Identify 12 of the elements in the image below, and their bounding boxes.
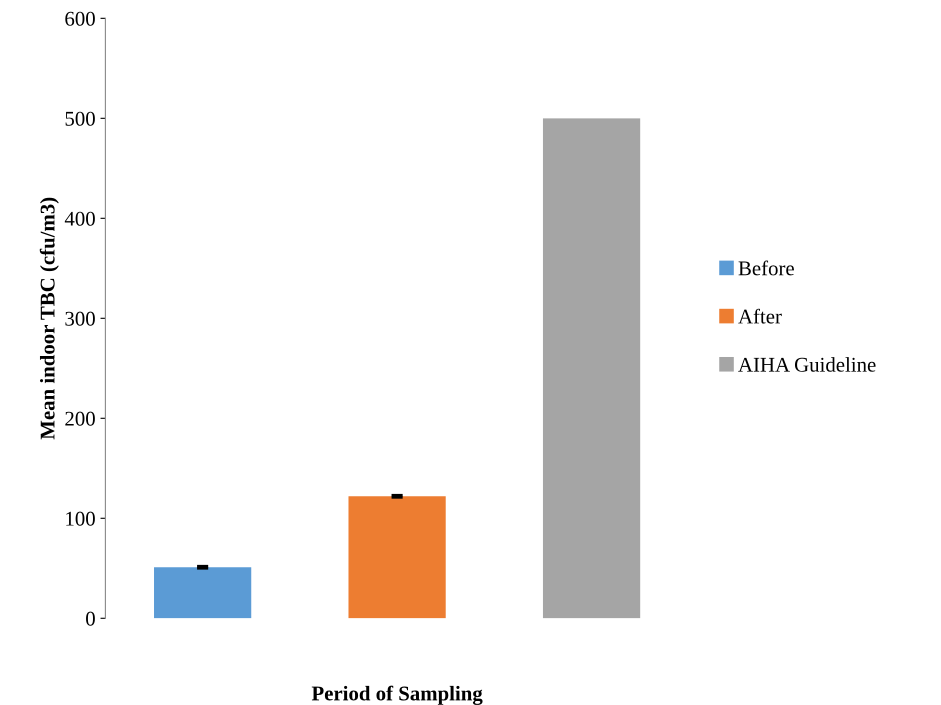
y-tick-label: 200 [65, 412, 95, 426]
legend-label: Before [738, 260, 794, 276]
y-tick-label: 300 [65, 312, 95, 326]
y-tick-label: 0 [86, 612, 95, 626]
y-axis-title: Mean indoor TBC (cfu/m3) [40, 198, 59, 440]
legend-label: AIHA Guideline [738, 357, 876, 372]
y-tick-label: 500 [66, 112, 95, 126]
y-tick-label: 100 [66, 512, 95, 526]
legend-label: After [738, 308, 782, 324]
y-tick-label: 400 [64, 212, 95, 226]
y-tick-label: 600 [65, 12, 95, 26]
x-axis-title: Period of Sampling [312, 686, 483, 705]
